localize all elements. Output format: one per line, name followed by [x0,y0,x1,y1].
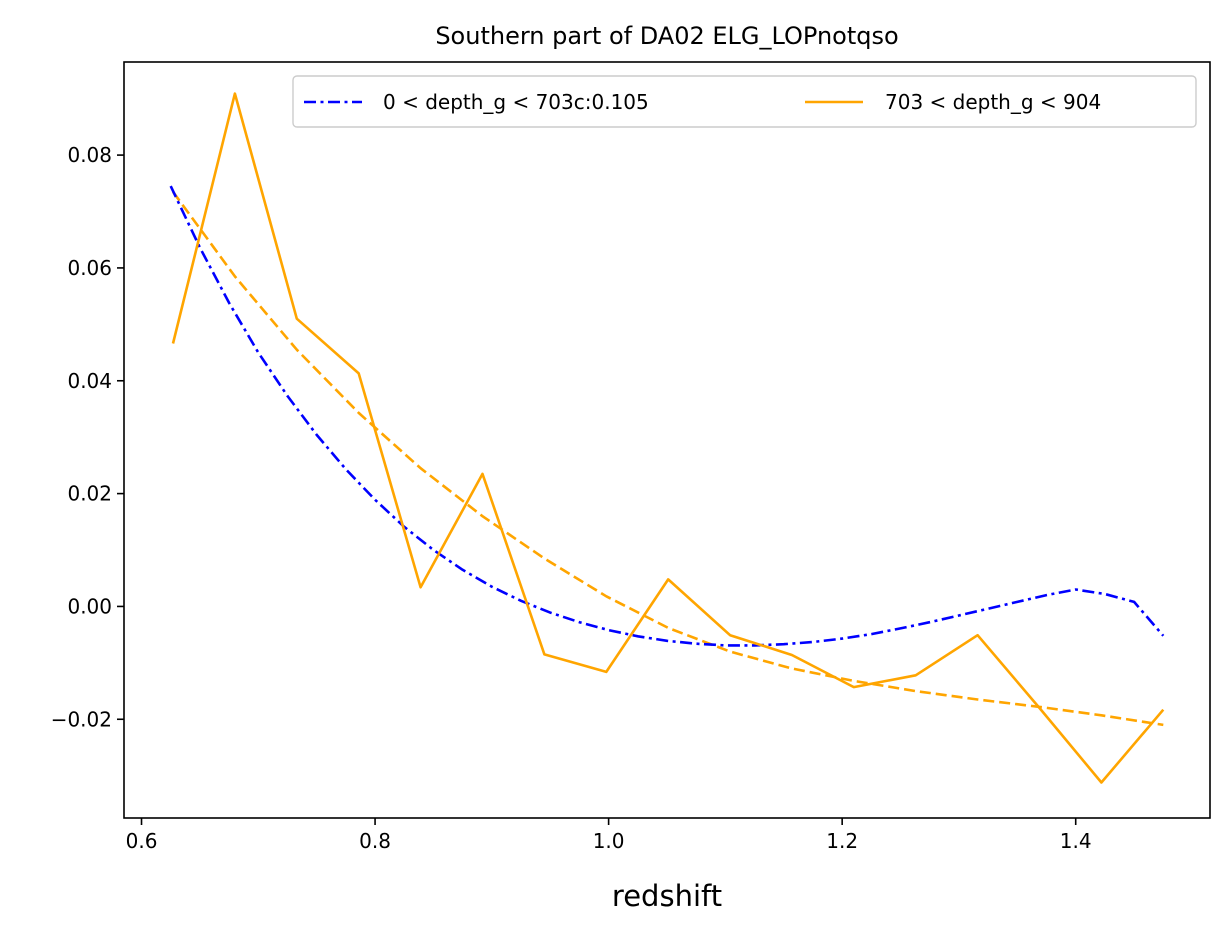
x-tick-label: 0.6 [126,829,158,853]
y-axis-ticks: −0.02 0.00 0.02 0.04 0.06 0.08 [51,143,124,731]
y-tick-label: 0.08 [67,143,112,167]
x-tick-label: 1.2 [826,829,858,853]
y-tick-label: 0.00 [67,594,112,618]
y-tick-label: 0.04 [67,369,112,393]
legend: 0 < depth_g < 703c:0.105 703 < depth_g <… [292,75,1197,128]
y-tick-label: 0.02 [67,482,112,506]
legend-label-depth-0-703: 0 < depth_g < 703c:0.105 [383,90,649,114]
series-layer [169,92,1165,784]
series-line-0 [169,185,1165,647]
series-line-1 [171,92,1165,784]
x-axis-label: redshift [612,879,722,913]
chart-title: Southern part of DA02 ELG_LOPnotqso [435,22,898,50]
legend-label-depth-703-904: 703 < depth_g < 904 [885,90,1101,114]
y-tick-label: 0.06 [67,256,112,280]
x-tick-label: 1.0 [593,829,625,853]
legend-frame [292,75,1197,128]
y-tick-label: −0.02 [51,707,112,731]
series-line-2 [171,191,1164,727]
plot-frame [123,61,1211,819]
x-axis-ticks: 0.6 0.8 1.0 1.2 1.4 [126,818,1092,853]
x-tick-label: 1.4 [1060,829,1092,853]
x-tick-label: 0.8 [359,829,391,853]
